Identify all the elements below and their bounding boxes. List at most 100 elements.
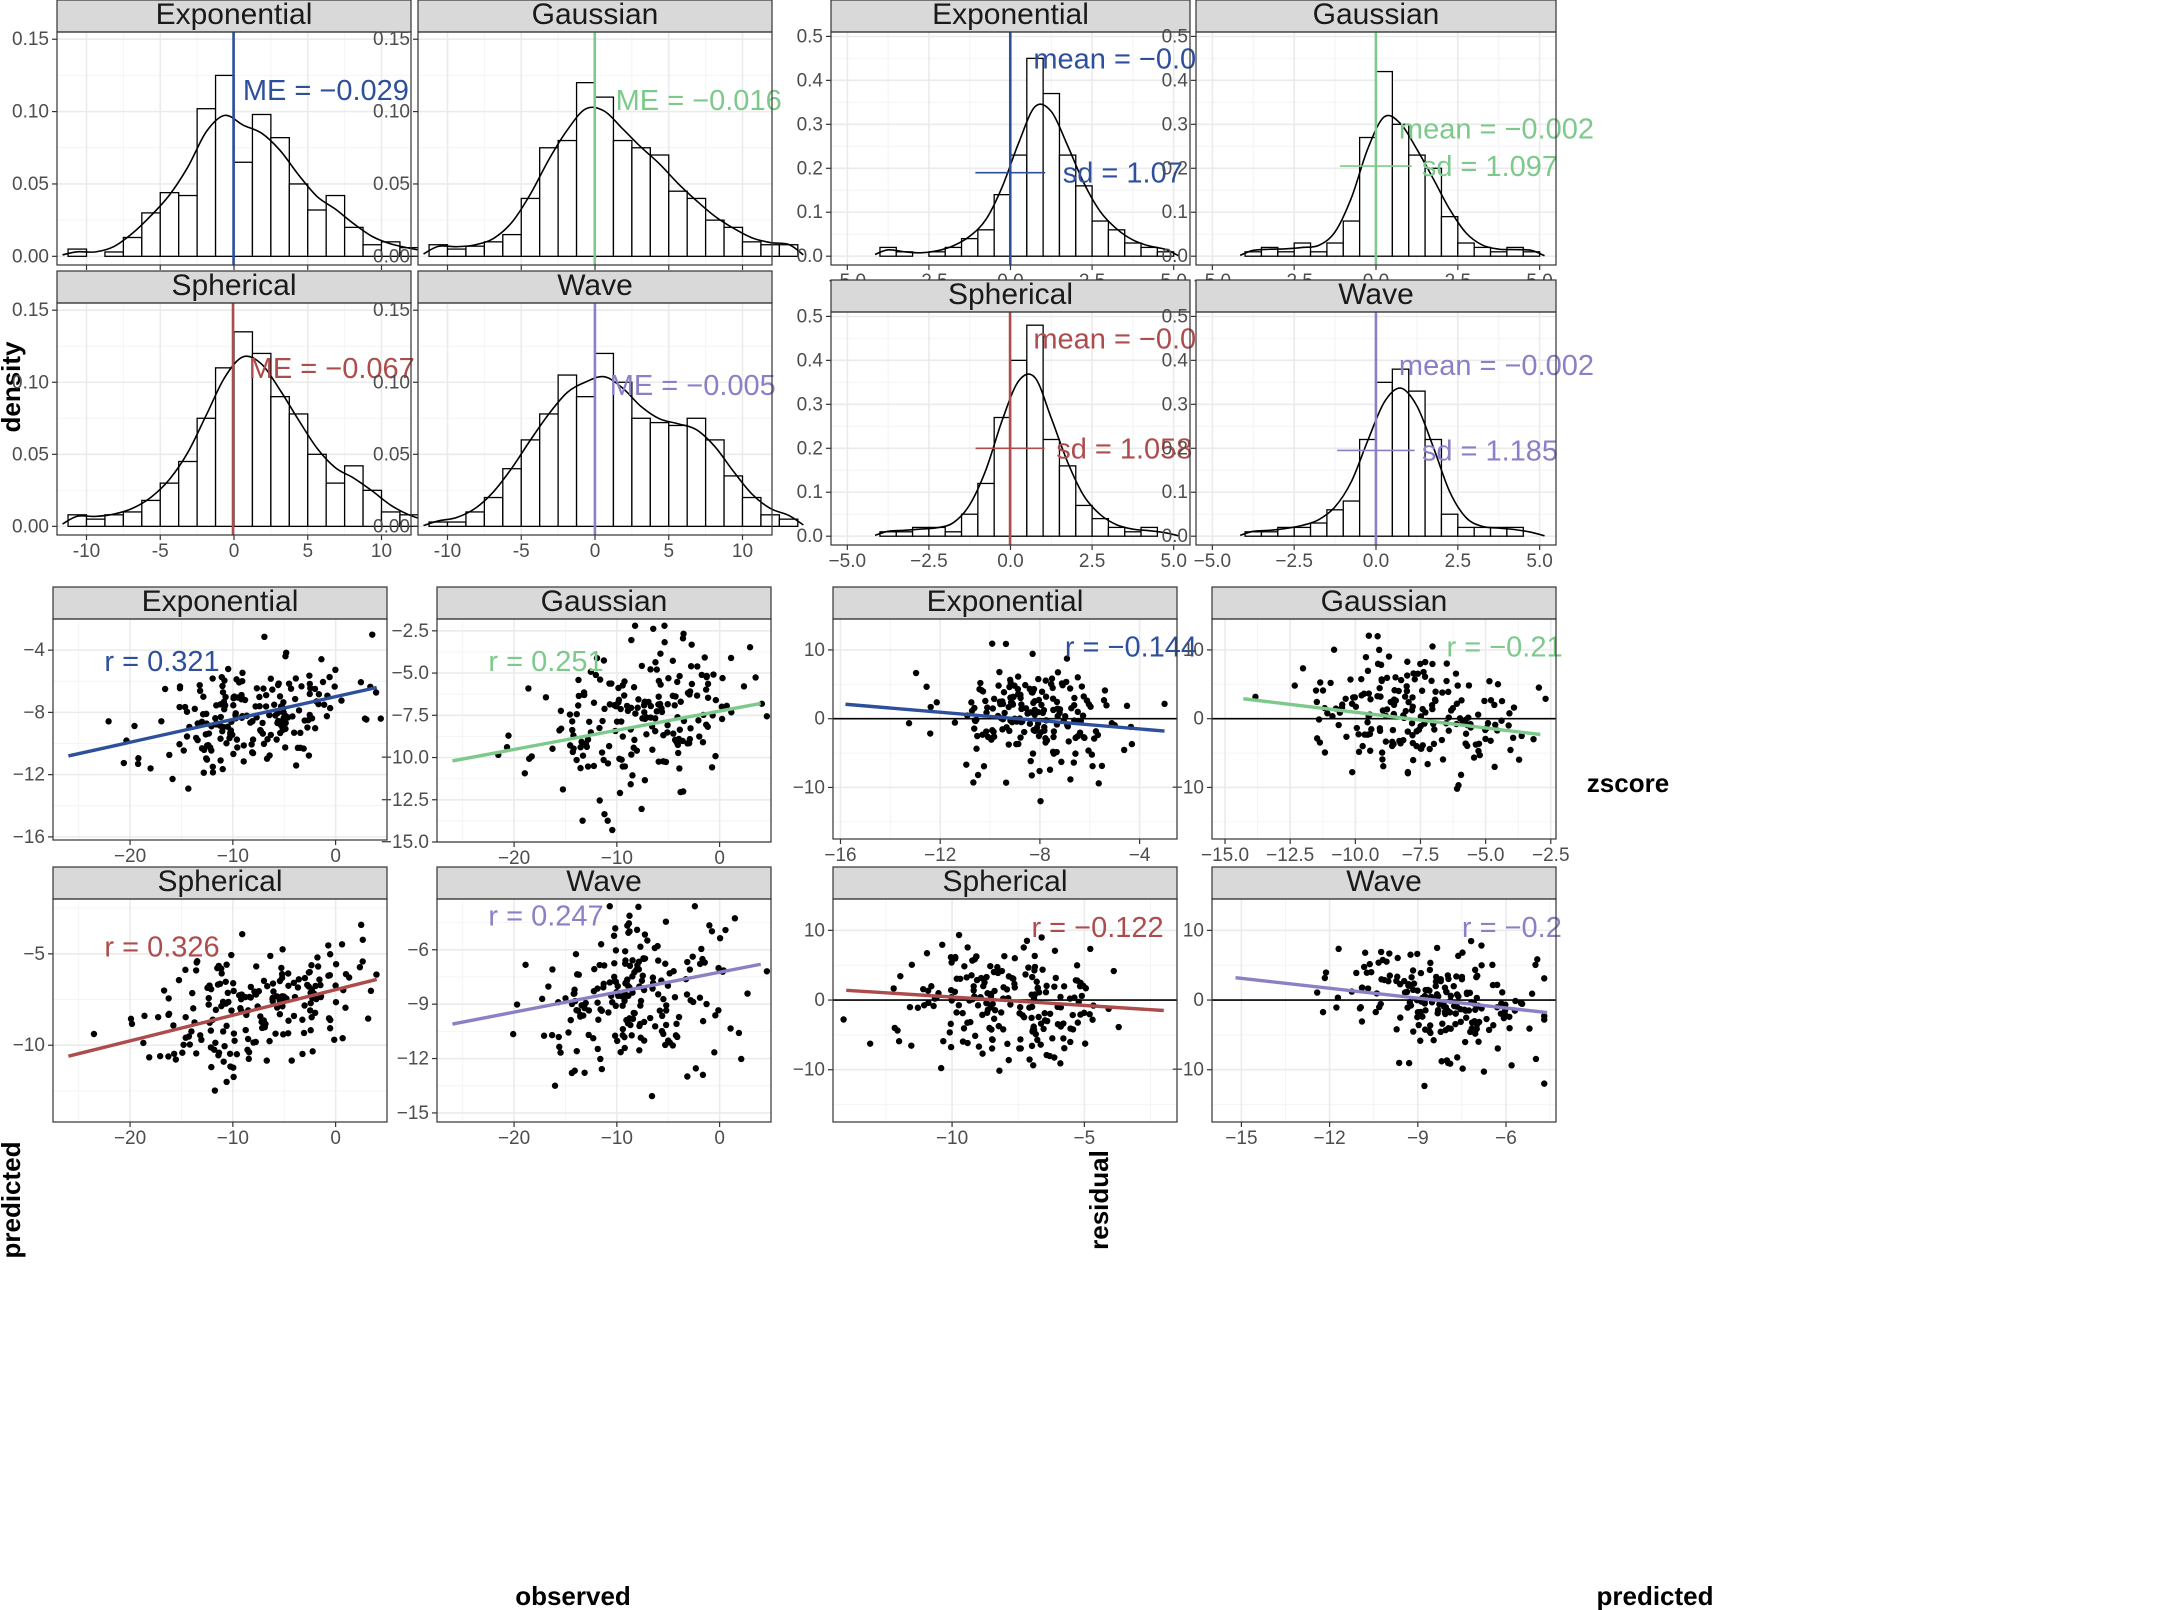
scatter-point xyxy=(1454,1054,1461,1061)
x-tick-label: -5 xyxy=(152,541,169,562)
scatter-point xyxy=(975,1043,983,1050)
scatter-point xyxy=(629,957,636,964)
scatter-point xyxy=(1414,1013,1421,1021)
scatter-point xyxy=(997,700,1004,708)
scatter-point xyxy=(980,763,988,770)
strip-background xyxy=(417,0,773,33)
scatter-point xyxy=(740,683,748,690)
scatter-point xyxy=(652,727,659,735)
strip-background xyxy=(832,586,1178,620)
correlation-annotation: r = 0.251 xyxy=(488,646,603,678)
scatter-point xyxy=(189,989,196,997)
scatter-point xyxy=(1526,1025,1533,1032)
scatter-point xyxy=(241,696,249,704)
scatter-point xyxy=(695,717,702,724)
scatter-point xyxy=(205,994,212,1002)
scatter-point xyxy=(1405,1059,1413,1067)
scatter-point xyxy=(166,751,173,759)
scatter-point xyxy=(665,1037,672,1044)
scatter-point xyxy=(674,678,681,686)
histogram-bar xyxy=(1309,522,1328,537)
scatter-point xyxy=(1089,762,1096,770)
scatter-point xyxy=(198,745,206,752)
scatter-point xyxy=(579,752,587,759)
x-tick-label: −10 xyxy=(217,846,249,867)
scatter-point xyxy=(986,1024,993,1032)
scatter-point xyxy=(287,685,295,692)
scatter-point xyxy=(1462,1007,1469,1014)
stat-annotation: ME = −0.029 xyxy=(243,75,409,107)
scatter-point xyxy=(1438,736,1446,744)
scatter-point xyxy=(160,987,168,994)
panel-border xyxy=(832,618,1178,840)
panel-border xyxy=(56,302,412,536)
scatter-point xyxy=(1480,1068,1488,1075)
y-tick-label: 0.2 xyxy=(797,158,823,179)
scatter-point xyxy=(660,995,667,1003)
histogram-bar xyxy=(1391,368,1410,537)
x-tick-label: 5.0 xyxy=(1160,551,1186,572)
scatter-point xyxy=(294,984,302,991)
scatter-point xyxy=(1299,665,1307,672)
scatter-point xyxy=(269,980,277,987)
scatter-point xyxy=(663,1002,670,1009)
scatter-point xyxy=(219,682,226,690)
scatter-point xyxy=(134,760,142,768)
scatter-point xyxy=(1473,1025,1480,1033)
panel-background xyxy=(437,619,771,842)
scatter-point xyxy=(1005,741,1012,748)
scatter-point xyxy=(1386,972,1394,979)
scatter-point xyxy=(1360,690,1368,697)
histogram-bar xyxy=(1424,438,1443,537)
x-tick-label: 10 xyxy=(371,541,392,562)
scatter-point xyxy=(609,998,616,1006)
scatter-point xyxy=(1383,674,1391,682)
scatter-point xyxy=(989,705,997,712)
scatter-point xyxy=(1042,693,1050,700)
scatter-point xyxy=(1432,978,1440,985)
scatter-point xyxy=(1442,1026,1449,1034)
scatter-point xyxy=(727,654,735,662)
scatter-point xyxy=(1050,733,1057,741)
scatter-point xyxy=(1487,697,1495,704)
scatter-point xyxy=(890,985,897,992)
scatter-point xyxy=(633,926,641,934)
scatter-point xyxy=(1317,679,1324,686)
y-tick-label: 0.2 xyxy=(1162,158,1188,179)
scatter-point xyxy=(252,1038,259,1046)
strip-label: Spherical xyxy=(942,865,1067,898)
scatter-point xyxy=(675,1013,683,1021)
scatter-point xyxy=(1444,1059,1452,1067)
scatter-point xyxy=(263,755,271,762)
scatter-point xyxy=(556,1043,563,1051)
scatter-point xyxy=(963,974,970,981)
scatter-point xyxy=(1353,724,1361,732)
scatter-point xyxy=(212,715,219,722)
scatter-point xyxy=(1395,687,1402,695)
scatter-point xyxy=(676,726,684,733)
scatter-point xyxy=(281,744,289,751)
scatter-point xyxy=(538,995,546,1003)
scatter-point xyxy=(548,1031,556,1039)
y-tick-label: 0.3 xyxy=(797,114,823,135)
scatter-point xyxy=(1022,971,1029,978)
y-tick-label: −5 xyxy=(23,944,45,965)
scatter-point xyxy=(606,979,613,986)
scatter-point xyxy=(1508,1062,1515,1069)
scatter-point xyxy=(1076,729,1084,736)
scatter-point xyxy=(220,1058,227,1065)
scatter-point xyxy=(1076,982,1084,990)
scatter-point xyxy=(1023,937,1031,945)
scatter-point xyxy=(657,650,664,657)
scatter-point xyxy=(120,759,128,767)
y-tick-label: 0.1 xyxy=(797,482,823,503)
scatter-point xyxy=(1029,1028,1036,1035)
scatter-point xyxy=(299,1050,306,1058)
scatter-point xyxy=(928,983,935,990)
scatter-point xyxy=(230,750,237,758)
scatter-point xyxy=(273,736,280,743)
scatter-point xyxy=(225,998,232,1006)
scatter-point xyxy=(671,993,679,1001)
scatter-point xyxy=(674,749,682,757)
scatter-point xyxy=(1485,1026,1493,1034)
